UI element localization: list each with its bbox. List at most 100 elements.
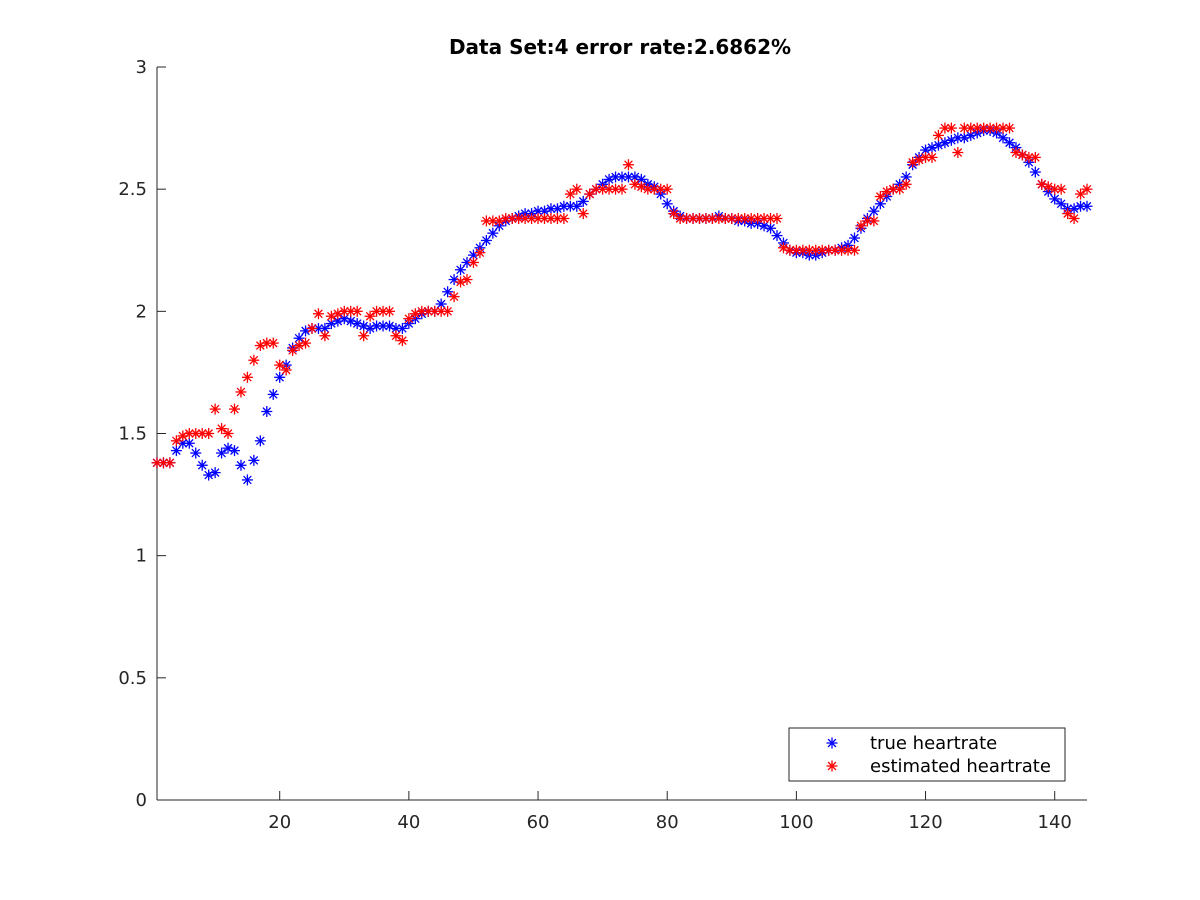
estimated-heartrate-point — [280, 364, 292, 376]
estimated-heartrate-point — [861, 215, 873, 227]
estimated-heartrate-point — [216, 423, 228, 435]
estimated-heartrate-point — [584, 188, 596, 200]
true-heartrate-point — [849, 232, 860, 244]
estimated-heartrate-point — [416, 305, 428, 317]
series-estimated-heartrate — [151, 122, 1093, 469]
estimated-heartrate-point — [461, 274, 473, 286]
true-heartrate-point — [868, 205, 880, 217]
true-heartrate-point — [1081, 200, 1093, 212]
true-heartrate-point — [1055, 198, 1067, 210]
true-heartrate-point — [241, 474, 253, 486]
true-heartrate-point — [170, 445, 182, 457]
estimated-heartrate-point — [1081, 183, 1093, 195]
true-heartrate-point — [558, 200, 570, 212]
estimated-heartrate-point — [241, 371, 253, 383]
estimated-heartrate-point — [868, 215, 880, 227]
estimated-heartrate-point — [267, 337, 279, 349]
true-heartrate-point — [765, 222, 777, 234]
estimated-heartrate-point — [984, 122, 996, 134]
true-heartrate-point — [261, 406, 273, 418]
true-heartrate-point — [771, 230, 783, 242]
legend-marker-estimated — [826, 760, 838, 772]
estimated-heartrate-point — [422, 305, 434, 317]
true-heartrate-point — [577, 195, 589, 207]
y-tick-label: 2.5 — [118, 179, 147, 200]
true-heartrate-point — [455, 264, 467, 276]
true-heartrate-point — [274, 371, 286, 383]
estimated-heartrate-point — [945, 122, 957, 134]
estimated-heartrate-point — [564, 188, 576, 200]
true-heartrate-point — [267, 388, 279, 400]
estimated-heartrate-point — [1029, 151, 1041, 163]
legend-marker-true — [826, 737, 838, 749]
true-heartrate-point — [248, 454, 260, 466]
estimated-heartrate-point — [209, 403, 221, 415]
y-tick-label: 1.5 — [118, 424, 147, 445]
estimated-heartrate-point — [474, 247, 486, 259]
x-tick-label: 80 — [656, 812, 679, 833]
x-tick-label: 60 — [527, 812, 550, 833]
chart-title: Data Set:4 error rate:2.6862% — [449, 35, 791, 59]
x-tick-label: 20 — [268, 812, 291, 833]
estimated-heartrate-point — [894, 183, 906, 195]
estimated-heartrate-point — [545, 212, 557, 224]
true-heartrate-point — [435, 298, 447, 310]
estimated-heartrate-point — [448, 291, 460, 303]
series-layer — [151, 122, 1093, 486]
estimated-heartrate-point — [571, 183, 583, 195]
estimated-heartrate-point — [248, 354, 260, 366]
estimated-heartrate-point — [390, 330, 402, 342]
true-heartrate-point — [229, 445, 240, 457]
legend-label-estimated-heartrate: estimated heartrate — [870, 756, 1051, 777]
estimated-heartrate-point — [655, 183, 667, 195]
estimated-heartrate-point — [539, 212, 550, 224]
estimated-heartrate-point — [429, 305, 441, 317]
estimated-heartrate-point — [403, 313, 415, 325]
estimated-heartrate-point — [300, 337, 312, 349]
true-heartrate-point — [480, 234, 492, 246]
estimated-heartrate-point — [855, 220, 867, 232]
true-heartrate-point — [196, 459, 208, 471]
estimated-heartrate-point — [648, 183, 660, 195]
x-tick-label: 120 — [908, 812, 942, 833]
true-heartrate-point — [190, 447, 202, 459]
estimated-heartrate-point — [874, 190, 886, 202]
true-heartrate-point — [396, 322, 408, 334]
estimated-heartrate-point — [274, 359, 286, 371]
true-heartrate-point — [571, 200, 583, 212]
true-heartrate-point — [1029, 166, 1041, 178]
x-tick-label: 140 — [1038, 812, 1072, 833]
estimated-heartrate-point — [170, 435, 182, 447]
estimated-heartrate-point — [836, 244, 848, 256]
estimated-heartrate-point — [765, 212, 777, 224]
estimated-heartrate-point — [396, 335, 408, 347]
estimated-heartrate-point — [480, 215, 492, 227]
estimated-heartrate-point — [312, 308, 324, 320]
estimated-heartrate-point — [622, 159, 634, 171]
estimated-heartrate-point — [700, 212, 712, 224]
true-heartrate-point — [209, 467, 221, 479]
true-heartrate-point — [461, 256, 473, 268]
estimated-heartrate-point — [306, 322, 318, 334]
estimated-heartrate-point — [849, 244, 860, 256]
true-heartrate-point — [183, 437, 195, 449]
estimated-heartrate-point — [351, 305, 363, 317]
estimated-heartrate-point — [338, 305, 350, 317]
estimated-heartrate-point — [203, 428, 215, 439]
estimated-heartrate-point — [1062, 208, 1074, 220]
estimated-heartrate-point — [558, 212, 570, 224]
estimated-heartrate-point — [319, 330, 331, 342]
estimated-heartrate-point — [577, 208, 589, 220]
estimated-heartrate-point — [803, 244, 815, 256]
estimated-heartrate-point — [952, 147, 964, 159]
estimated-heartrate-point — [706, 212, 718, 224]
estimated-heartrate-point — [616, 183, 628, 195]
estimated-heartrate-point — [732, 212, 744, 224]
estimated-heartrate-point — [771, 212, 783, 224]
true-heartrate-point — [487, 227, 499, 239]
true-heartrate-point — [661, 198, 673, 210]
estimated-heartrate-point — [668, 208, 680, 220]
estimated-heartrate-point — [971, 122, 983, 134]
